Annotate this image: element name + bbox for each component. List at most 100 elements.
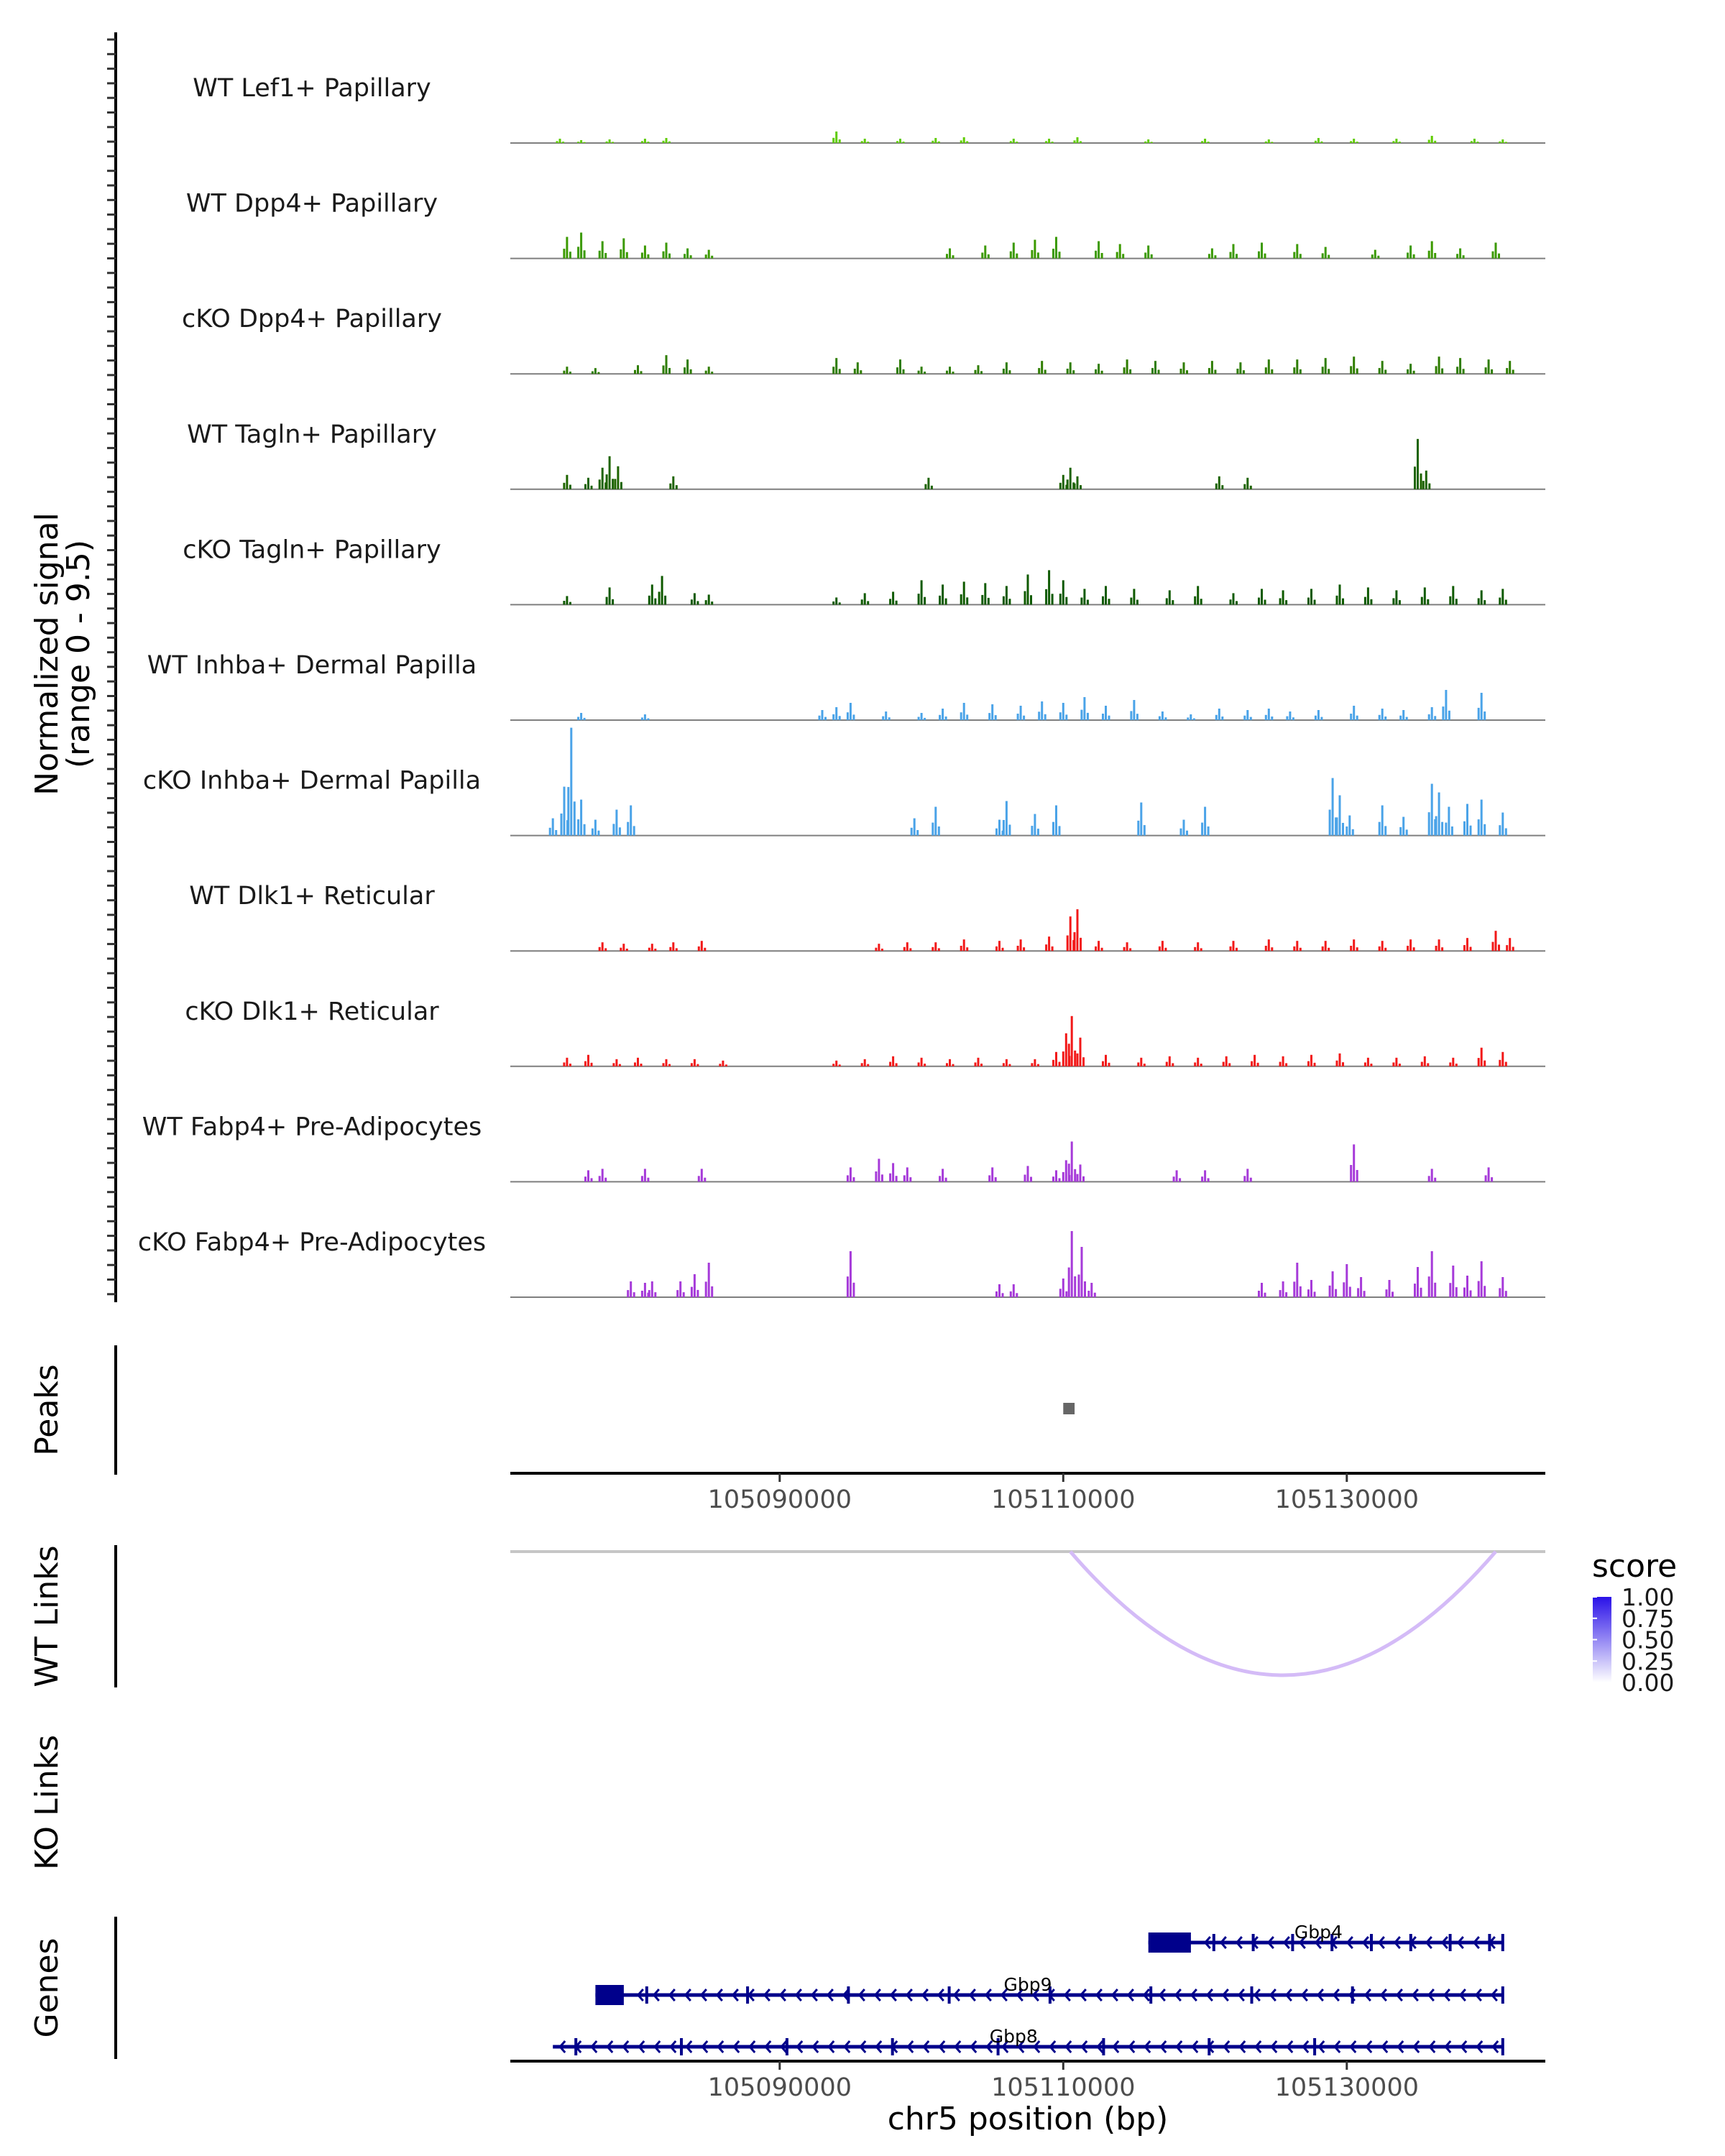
signal-peak	[1310, 1280, 1312, 1297]
signal-peak	[1076, 476, 1079, 489]
strand-arrow	[763, 1989, 770, 2001]
signal-peak-shoulder	[1398, 600, 1401, 605]
signal-peak-shoulder	[1328, 947, 1330, 952]
signal-peak	[934, 138, 937, 143]
signal-peak-shoulder	[675, 485, 678, 489]
signal-peak	[1034, 1059, 1036, 1067]
signal-peak-shoulder	[824, 717, 827, 720]
signal-peak	[1480, 1047, 1483, 1067]
signal-peak	[1353, 139, 1356, 143]
signal-peak	[643, 1169, 646, 1182]
signal-peak-shoulder	[960, 140, 962, 143]
signal-peak-shoulder	[1384, 717, 1387, 720]
signal-peak	[1076, 909, 1079, 952]
signal-peak-shoulder	[818, 715, 821, 720]
score-legend: score 1.000.750.500.250.00	[1592, 1548, 1677, 1697]
signal-peak-shoulder	[1434, 1282, 1437, 1297]
strand-arrow	[1128, 2040, 1136, 2053]
signal-peak-shoulder	[987, 597, 990, 605]
signal-peak-shoulder	[1158, 716, 1161, 720]
signal-peak-shoulder	[1236, 254, 1238, 259]
signal-peak	[1210, 248, 1213, 259]
signal-peak	[570, 727, 573, 836]
signal-peak-shoulder	[1328, 1285, 1331, 1297]
signal-peak	[1267, 139, 1270, 143]
signal-peak-shoulder	[1082, 1057, 1085, 1067]
signal-peak-shoulder	[1214, 369, 1217, 374]
signal-peak-shoulder	[1036, 1064, 1039, 1067]
signal-peak	[1261, 1283, 1263, 1297]
signal-peak	[1147, 245, 1150, 259]
signal-peak-shoulder	[1504, 1291, 1507, 1297]
signal-peak-shoulder	[974, 1062, 977, 1067]
signal-peak	[984, 583, 987, 605]
signal-peak-shoulder	[584, 484, 586, 489]
signal-peak-shoulder	[1434, 716, 1437, 720]
signal-peak	[693, 593, 696, 605]
signal-peak-shoulder	[867, 1064, 870, 1067]
signal-peak-shoulder	[1001, 1293, 1004, 1297]
strand-arrow	[1270, 2040, 1278, 2053]
signal-peak-shoulder	[1455, 599, 1458, 605]
signal-peak-shoulder	[1363, 596, 1366, 605]
strand-arrow	[1440, 1936, 1448, 1949]
signal-peak-shoulder	[1285, 1292, 1288, 1297]
signal-peak-shoulder	[1427, 250, 1430, 259]
gene-exon-small	[1448, 1934, 1452, 1951]
strand-arrow	[906, 2040, 914, 2053]
strand-arrow	[875, 2040, 883, 2053]
signal-peak-shoulder	[1392, 1062, 1395, 1067]
strand-arrow	[970, 2040, 978, 2053]
signal-peak-shoulder	[1504, 599, 1507, 605]
signal-peak	[1254, 1054, 1256, 1067]
signal-peak-shoulder	[647, 718, 650, 720]
signal-peak-shoulder	[690, 1063, 693, 1067]
signal-peak-shoulder	[902, 369, 905, 374]
signal-peak	[991, 704, 994, 720]
signal-peak-shoulder	[932, 946, 934, 952]
signal-peak	[566, 367, 569, 374]
gene-name: Gbp8	[990, 2026, 1038, 2047]
signal-peak	[1480, 590, 1483, 605]
signal-peak	[1282, 590, 1284, 605]
signal-peak	[1466, 1276, 1468, 1297]
signal-peak-shoulder	[966, 141, 969, 143]
signal-peak-shoulder	[1357, 1288, 1360, 1297]
signal-peak-shoulder	[1427, 812, 1430, 836]
signal-peak-shoulder	[1342, 823, 1344, 836]
signal-peak	[1317, 138, 1320, 143]
signal-peak-shoulder	[981, 252, 984, 259]
ko-links-track-label: KO Links	[29, 1735, 65, 1870]
signal-peak-shoulder	[1477, 819, 1480, 836]
signal-peak	[608, 587, 611, 605]
signal-peak-shoulder	[966, 947, 969, 952]
signal-peak	[650, 944, 653, 952]
signal-peak-shoulder	[1030, 1176, 1032, 1182]
signal-peak-shoulder	[569, 602, 571, 605]
strand-arrow	[873, 1989, 881, 2001]
signal-peak-shoulder	[1031, 1063, 1034, 1067]
signal-peak-shoulder	[1356, 142, 1358, 143]
signal-peak-shoulder	[860, 599, 863, 605]
gene-exon-small	[574, 2038, 578, 2055]
signal-peak-shoulder	[832, 367, 835, 374]
signal-peak	[1480, 693, 1483, 720]
strand-arrow	[715, 1989, 723, 2001]
signal-peak-shoulder	[974, 369, 977, 374]
signal-peak-shoulder	[1008, 370, 1011, 374]
signal-peak-shoulder	[1030, 595, 1032, 605]
signal-peak	[637, 1057, 639, 1067]
signal-peak	[1197, 942, 1200, 952]
signal-peak-shoulder	[1243, 484, 1246, 489]
signal-peak	[1501, 812, 1504, 836]
signal-peak-shoulder	[658, 591, 661, 605]
signal-peak	[1126, 942, 1128, 952]
signal-peak-shoulder	[944, 717, 947, 720]
signal-peak-shoulder	[689, 369, 692, 374]
signal-peak-shoulder	[1335, 595, 1338, 605]
strand-arrow	[701, 2040, 709, 2053]
signal-peak	[1346, 1264, 1348, 1297]
signal-peak-shoulder	[1074, 1169, 1077, 1182]
signal-peak-shoulder	[1441, 947, 1444, 952]
signal-peak	[927, 477, 930, 489]
